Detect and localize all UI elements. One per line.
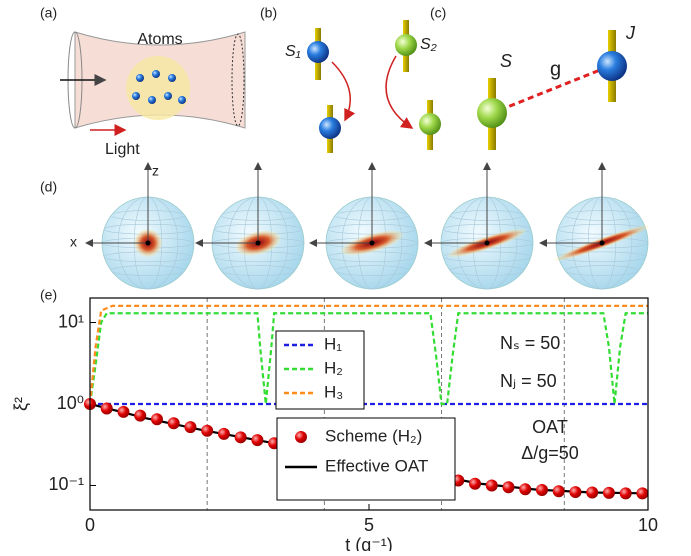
data-point (218, 428, 230, 440)
data-point (117, 406, 129, 418)
spin-label: S₂ (420, 36, 437, 53)
y-tick-label: 10⁻¹ (48, 474, 84, 494)
center (256, 241, 261, 246)
x-tick-label: 10 (638, 515, 658, 535)
annotation: Δ/g=50 (521, 443, 579, 463)
annotation: Nⱼ = 50 (500, 371, 557, 391)
spin-label: S₁ (285, 43, 301, 60)
data-point (636, 487, 648, 499)
data-point (553, 485, 565, 497)
x-tick-label: 5 (364, 515, 374, 535)
panel-d: (d) z x (40, 163, 651, 289)
plot: 0 5 10 10⁻¹ 10⁰ 10¹ t (g⁻¹) ξ² H₁ H₂ H₃ Scheme (H₂)… (11, 298, 658, 551)
bloch-spheres (86, 163, 651, 289)
y-tick-label: 10¹ (58, 311, 84, 331)
coupling-label: g (550, 58, 561, 80)
atoms-label: Atoms (137, 31, 182, 48)
data-point (235, 431, 247, 443)
center (370, 241, 375, 246)
center (485, 241, 490, 246)
axis-label: x (70, 234, 77, 250)
center (600, 241, 605, 246)
spin-label: J (625, 23, 636, 43)
atom-cloud (126, 56, 190, 120)
spin (419, 113, 441, 135)
spin (307, 41, 329, 63)
spin (395, 34, 417, 56)
data-point (251, 434, 263, 446)
panel-label: (b) (260, 5, 277, 21)
data-point (503, 481, 515, 493)
panel-label: (c) (430, 5, 446, 21)
data-point (101, 403, 113, 415)
spin-label: S (500, 51, 512, 71)
legend-label: H₂ (324, 358, 343, 377)
legend-box (276, 331, 364, 409)
data-point (201, 425, 213, 437)
axis-label: z (152, 163, 159, 179)
panel-label: (a) (40, 5, 57, 21)
data-point (469, 478, 481, 490)
data-point (168, 417, 180, 429)
y-tick-label: 10⁰ (57, 393, 84, 413)
spin (597, 51, 627, 81)
center (146, 241, 151, 246)
panel-b: (b) S₁ S₂ (260, 5, 441, 153)
panel-c: (c) S J g (430, 5, 636, 150)
legend-label: H₁ (324, 334, 342, 353)
data-point (486, 479, 498, 491)
legend-label: H₃ (324, 382, 343, 401)
figure: (a) Atoms Light (b) S₁ S₂ (c) S J g (d) … (0, 0, 691, 551)
annotation: Nₛ = 50 (500, 333, 560, 353)
data-point (620, 487, 632, 499)
legend-marker (295, 431, 307, 443)
data-point (519, 483, 531, 495)
legend-label: Scheme (H₂) (325, 426, 422, 445)
arrow (332, 62, 350, 120)
data-point (184, 421, 196, 433)
data-point (536, 484, 548, 496)
legend-label: Effective OAT (325, 456, 428, 475)
data-point (586, 486, 598, 498)
data-point (151, 413, 163, 425)
x-tick-label: 0 (85, 515, 95, 535)
data-point (603, 487, 615, 499)
spin (477, 98, 507, 128)
spin (319, 117, 341, 139)
annotation: OAT (532, 417, 568, 437)
y-axis-label: ξ² (11, 397, 31, 411)
data-point (134, 410, 146, 422)
x-axis-label: t (g⁻¹) (345, 535, 393, 551)
panel-a: (a) Atoms Light (40, 5, 245, 159)
panel-label: (e) (40, 287, 57, 303)
data-point (569, 486, 581, 498)
light-label: Light (105, 141, 140, 158)
panel-label: (d) (40, 179, 57, 195)
